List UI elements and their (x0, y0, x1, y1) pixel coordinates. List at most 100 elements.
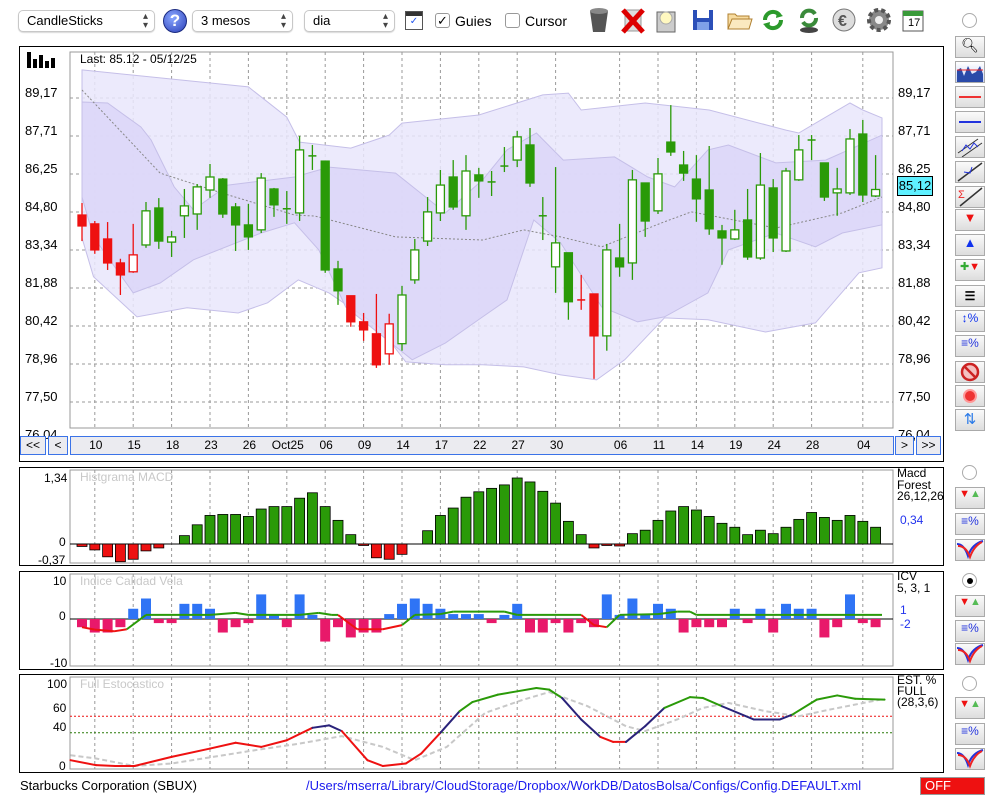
date-axis-label: 26 (242, 438, 257, 452)
price-axis-tick: 81,88 (898, 275, 931, 290)
chart-type-select[interactable]: CandleSticks ▴ ▾ (18, 10, 155, 32)
date-axis-label: 10 (89, 438, 103, 452)
price-axis-tick: 80,42 (25, 313, 58, 328)
macd-bar (473, 491, 485, 545)
icv-signals-button[interactable]: ▼▲ (955, 595, 985, 617)
stoch-signals-button[interactable]: ▼▲ (955, 697, 985, 719)
signals-button[interactable]: ✚▼ (955, 259, 985, 281)
nav-first-button[interactable]: << (20, 436, 46, 455)
candle-body (691, 178, 702, 200)
macd-levels-button[interactable]: ≡% (955, 513, 985, 535)
sigma-trend-button[interactable]: Σ (955, 186, 985, 208)
macd-params: 26,12,26 (897, 489, 944, 503)
nav-last-button[interactable]: >> (916, 436, 941, 455)
buy-arrow-button[interactable]: ▲ (955, 234, 985, 256)
indicator-chart-button[interactable] (955, 61, 985, 83)
delete-icon[interactable] (619, 6, 647, 34)
stoch-k-segment (561, 696, 583, 721)
icv-bar (819, 619, 830, 638)
sync-button[interactable]: ⇅ (955, 409, 985, 431)
panel-select-radio-macd[interactable] (962, 465, 977, 480)
date-axis-label: 30 (549, 438, 564, 452)
stoch-oscillator-button[interactable] (955, 748, 985, 770)
red-dot-icon (963, 389, 977, 403)
chevron-updown-icon: ▴ ▾ (382, 11, 388, 31)
euro-icon[interactable]: € (830, 6, 858, 34)
icv-signal-segment (235, 611, 249, 616)
trash-icon[interactable] (585, 6, 613, 34)
red-down-arrow-icon: ▼ (959, 698, 970, 710)
candle-body (256, 177, 266, 231)
guides-checkbox[interactable]: ✓ (435, 13, 450, 28)
icv-bar (717, 619, 727, 628)
candle-body (461, 170, 471, 217)
red-line-button[interactable] (955, 86, 985, 108)
icv-signal-segment (593, 624, 607, 629)
candle-body (832, 188, 842, 194)
macd-signals-button[interactable]: ▼▲ (955, 487, 985, 509)
calendar-day: 17 (908, 17, 921, 29)
panel-select-radio-stochastic[interactable] (962, 676, 977, 691)
dollar-refresh-icon[interactable] (795, 6, 823, 34)
icv-bar (537, 619, 548, 633)
plot-area-frame (69, 676, 894, 770)
sell-arrow-button[interactable]: ▼ (955, 209, 985, 231)
icv-bar (665, 608, 676, 619)
zoom-button[interactable]: 🔍︎ (955, 36, 985, 58)
icv-panel[interactable] (19, 571, 944, 670)
chart-window-icon[interactable]: ✓ (405, 11, 423, 30)
sigma-trend-icon: Σ (958, 187, 983, 207)
lamp-document-icon[interactable] (652, 6, 680, 34)
record-button[interactable] (955, 385, 985, 407)
nav-next-button[interactable]: > (895, 436, 914, 455)
channel-button[interactable] (955, 136, 985, 158)
lines-percent-button[interactable]: ≡% (955, 335, 985, 357)
candle-body (102, 238, 113, 264)
candle-body (653, 173, 663, 212)
candle-body (371, 333, 382, 366)
no-entry-icon (960, 362, 980, 382)
range-percent-button[interactable]: ↕% (955, 310, 985, 332)
icv-bar (141, 598, 151, 619)
guides-label: Guies (455, 13, 492, 29)
date-axis[interactable]: 10 15 18 23 26 Oct25 06 09 14 17 22 27 30 06 11 14 19 24 2… (70, 436, 894, 455)
nav-prev-button[interactable]: < (48, 436, 68, 455)
folder-icon[interactable] (725, 6, 753, 34)
interval-select[interactable]: dia ▴ ▾ (304, 10, 395, 32)
icv-bar (589, 619, 599, 628)
stoch-k-segment (599, 735, 615, 743)
stoch-name-2: FULL (897, 684, 927, 698)
blue-line-button[interactable] (955, 111, 985, 133)
macd-bar (844, 515, 856, 545)
candle-body (627, 179, 638, 264)
macd-oscillator-button[interactable] (955, 539, 985, 561)
icv-oscillator-button[interactable] (955, 643, 985, 665)
period-select[interactable]: 3 mesos ▴ ▾ (192, 10, 293, 32)
stoch-d-line (70, 691, 885, 768)
lines-percent-icon: ≡% (961, 621, 979, 635)
cursor-checkbox[interactable] (505, 13, 520, 28)
panel-select-radio-main[interactable] (962, 13, 977, 28)
candle-body (640, 182, 650, 222)
help-icon[interactable]: ? (163, 9, 187, 33)
stoch-levels-button[interactable]: ≡% (955, 723, 985, 745)
price-axis-tick: 84,80 (25, 199, 58, 214)
dashed-lines-button[interactable]: ☰ (955, 285, 985, 307)
no-entry-button[interactable] (955, 361, 985, 383)
stoch-k-segment (778, 713, 794, 721)
icv-bar (102, 619, 113, 633)
refresh-icon[interactable] (759, 6, 787, 34)
config-path-link[interactable]: /Users/mserra/Library/CloudStorage/Dropb… (306, 778, 862, 793)
candle-body (602, 249, 612, 337)
gear-icon[interactable] (865, 6, 893, 34)
calendar-icon[interactable] (899, 6, 927, 34)
panel-select-radio-icv[interactable] (962, 573, 977, 588)
icv-levels-button[interactable]: ≡% (955, 620, 985, 642)
bar-chart-icon[interactable] (27, 52, 55, 68)
price-axis-tick: 81,88 (25, 275, 58, 290)
status-off-button[interactable]: OFF (920, 777, 985, 795)
save-icon[interactable] (689, 6, 717, 34)
macd-bar (537, 490, 549, 545)
trendline-button[interactable] (955, 161, 985, 183)
macd-name-2: Forest (897, 478, 932, 492)
